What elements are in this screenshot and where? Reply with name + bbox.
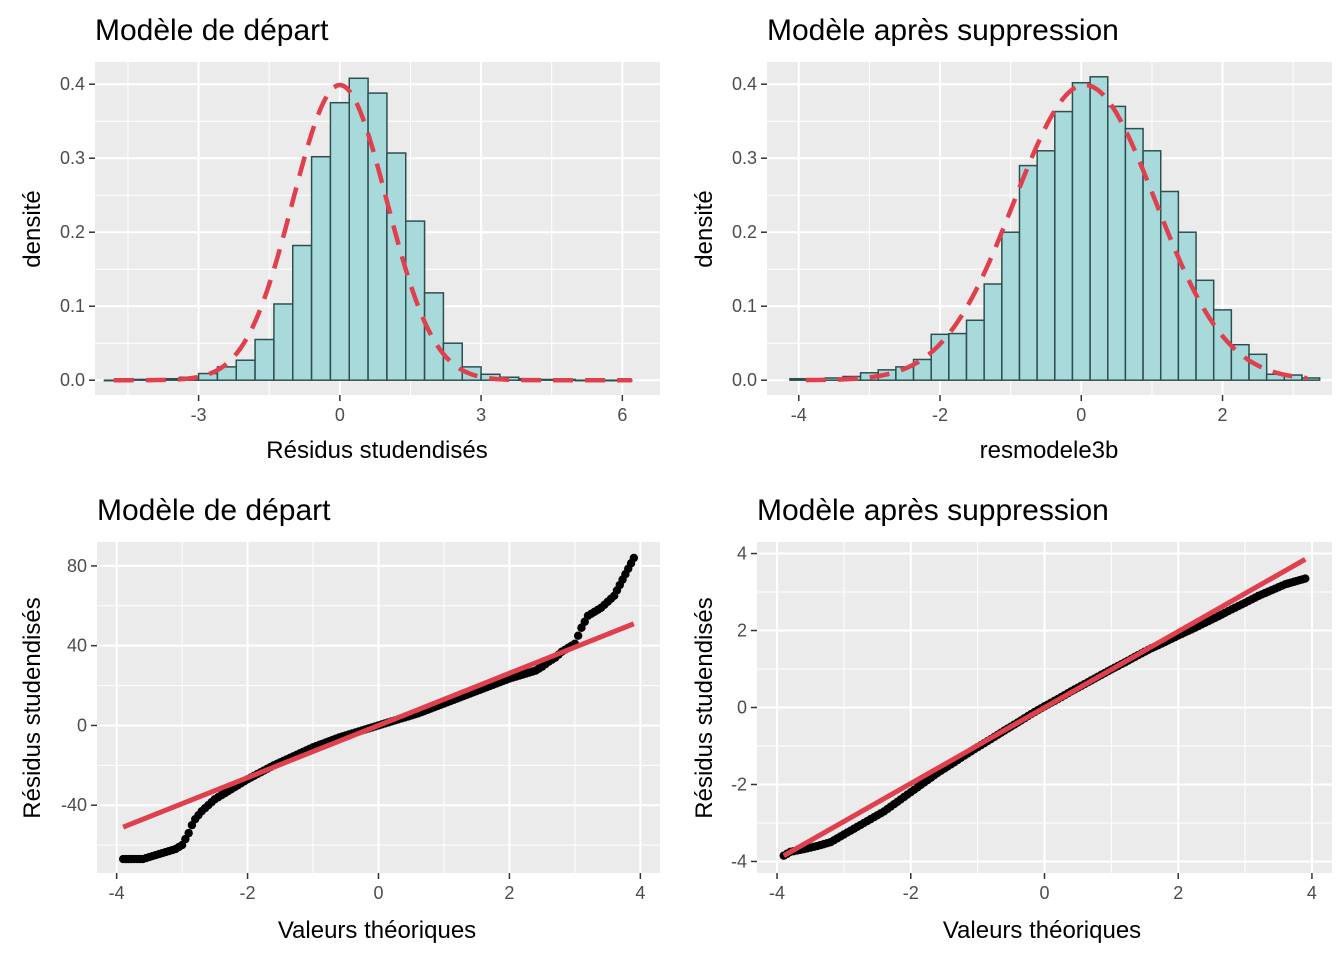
y-tick-label: 0.2 — [732, 222, 757, 242]
panel-title: Modèle après suppression — [757, 494, 1109, 527]
histogram-bar — [423, 292, 445, 381]
histogram-bar — [1018, 164, 1038, 381]
histogram-bar — [1036, 150, 1056, 381]
panel-hist-depart: Modèle de départ -3 0 3 6 0.0 0.1 0.2 0.3 0.4 R… — [19, 14, 660, 464]
y-tick-label: 80 — [67, 556, 87, 576]
histogram-bar — [273, 303, 294, 381]
panel-title: Modèle après suppression — [767, 14, 1119, 47]
y-tick-label: 0.0 — [732, 370, 757, 390]
sample-point — [629, 553, 639, 563]
x-axis-ticks: -4 -2 0 2 4 — [109, 873, 645, 903]
histogram-bar — [1054, 110, 1074, 381]
y-tick-label: 0.2 — [60, 222, 85, 242]
x-tick-label: -4 — [769, 883, 785, 903]
x-tick-label: 6 — [617, 405, 627, 425]
gridlines — [97, 542, 660, 873]
y-axis-ticks: 0.0 0.1 0.2 0.3 0.4 — [60, 74, 95, 390]
y-axis-title: Résidus studendisés — [691, 597, 718, 818]
histogram-bar — [235, 359, 256, 381]
reference-line — [782, 557, 1307, 858]
histogram-bar — [1001, 231, 1021, 381]
y-tick-label: 2 — [737, 621, 747, 641]
histogram-bar — [983, 283, 1003, 381]
x-tick-label: 4 — [1307, 883, 1317, 903]
y-tick-label: -2 — [731, 774, 747, 794]
density-curve — [113, 82, 632, 383]
sample-point — [1301, 574, 1310, 583]
histogram-bar — [789, 377, 809, 381]
y-tick-label: 4 — [737, 544, 747, 564]
x-tick-label: -2 — [932, 405, 948, 425]
x-tick-label: 4 — [635, 883, 645, 903]
y-tick-label: 0.3 — [60, 148, 85, 168]
y-tick-label: 0.0 — [60, 370, 85, 390]
x-axis-ticks: -3 0 3 6 — [191, 395, 627, 425]
y-tick-label: -4 — [731, 851, 747, 871]
histogram-bar — [197, 372, 219, 381]
x-axis-title: Résidus studendisés — [266, 437, 487, 464]
x-tick-label: 2 — [1173, 883, 1183, 903]
y-tick-label: 40 — [67, 636, 87, 656]
sample-point — [184, 828, 193, 838]
sample-point — [573, 631, 583, 640]
histogram-bar — [254, 338, 275, 381]
x-tick-label: 0 — [1039, 883, 1049, 903]
x-tick-label: -4 — [791, 405, 807, 425]
y-axis-ticks: 0.0 0.1 0.2 0.3 0.4 — [732, 74, 767, 390]
panel-title: Modèle de départ — [97, 494, 331, 527]
histogram-bar — [329, 101, 350, 381]
y-axis-ticks: -4 -2 0 2 4 — [731, 544, 757, 871]
histogram-bar — [1142, 150, 1162, 381]
x-tick-label: 3 — [476, 405, 486, 425]
y-tick-label: 0 — [77, 715, 87, 735]
histogram-bar — [1107, 105, 1127, 381]
gridlines — [757, 542, 1332, 873]
y-axis-title: Résidus studendisés — [19, 597, 46, 818]
x-tick-label: -4 — [109, 883, 125, 903]
x-axis-title: resmodele3b — [980, 437, 1119, 464]
histogram-bar — [1301, 377, 1321, 381]
y-axis-title: densité — [691, 190, 718, 267]
y-tick-label: 0.4 — [60, 74, 85, 94]
y-tick-label: 0.1 — [60, 296, 85, 316]
panel-title: Modèle de départ — [95, 14, 329, 47]
density-curve — [805, 82, 1308, 383]
x-axis-title: Valeurs théoriques — [943, 917, 1141, 944]
x-axis-ticks: -4 -2 0 2 — [791, 395, 1228, 425]
y-tick-label: 0.4 — [732, 74, 757, 94]
y-tick-label: 0.3 — [732, 148, 757, 168]
histogram-bar — [1071, 81, 1091, 381]
panel-hist-apres: Modèle après suppression -4 -2 0 2 0.00.10.… — [691, 14, 1332, 464]
histogram-bar — [948, 332, 968, 381]
histogram-bar — [348, 77, 369, 381]
histogram-bar — [310, 155, 332, 381]
y-axis-ticks: -40 0 40 80 — [61, 556, 97, 815]
x-tick-label: -2 — [240, 883, 256, 903]
x-tick-label: -2 — [903, 883, 919, 903]
x-tick-label: 0 — [335, 405, 345, 425]
histogram-bar — [965, 319, 985, 381]
reference-line — [122, 621, 635, 830]
x-axis-title: Valeurs théoriques — [278, 917, 476, 944]
y-axis-title: densité — [19, 190, 46, 267]
x-axis-ticks: -4 -2 0 2 4 — [769, 873, 1317, 903]
x-tick-label: 0 — [1076, 405, 1086, 425]
x-tick-label: -3 — [191, 405, 207, 425]
x-tick-label: 2 — [504, 883, 514, 903]
x-tick-label: 2 — [1218, 405, 1228, 425]
panel-qq-apres: Modèle après suppression -4 -2 0 2 4 -4 -2 0 2 4… — [691, 494, 1332, 944]
y-tick-label: 0.1 — [732, 296, 757, 316]
histogram-bar — [1089, 76, 1109, 381]
histogram-bar — [442, 342, 463, 381]
x-tick-label: 0 — [373, 883, 383, 903]
histogram-bar — [1177, 231, 1197, 381]
panel-qq-depart: Modèle de départ -4 -2 0 2 4 -40 0 40 80 Valeur… — [19, 494, 660, 944]
y-tick-label: 0 — [737, 698, 747, 718]
y-tick-label: -40 — [61, 795, 87, 815]
histogram-bar — [1159, 190, 1180, 381]
histogram-bar — [292, 244, 313, 381]
